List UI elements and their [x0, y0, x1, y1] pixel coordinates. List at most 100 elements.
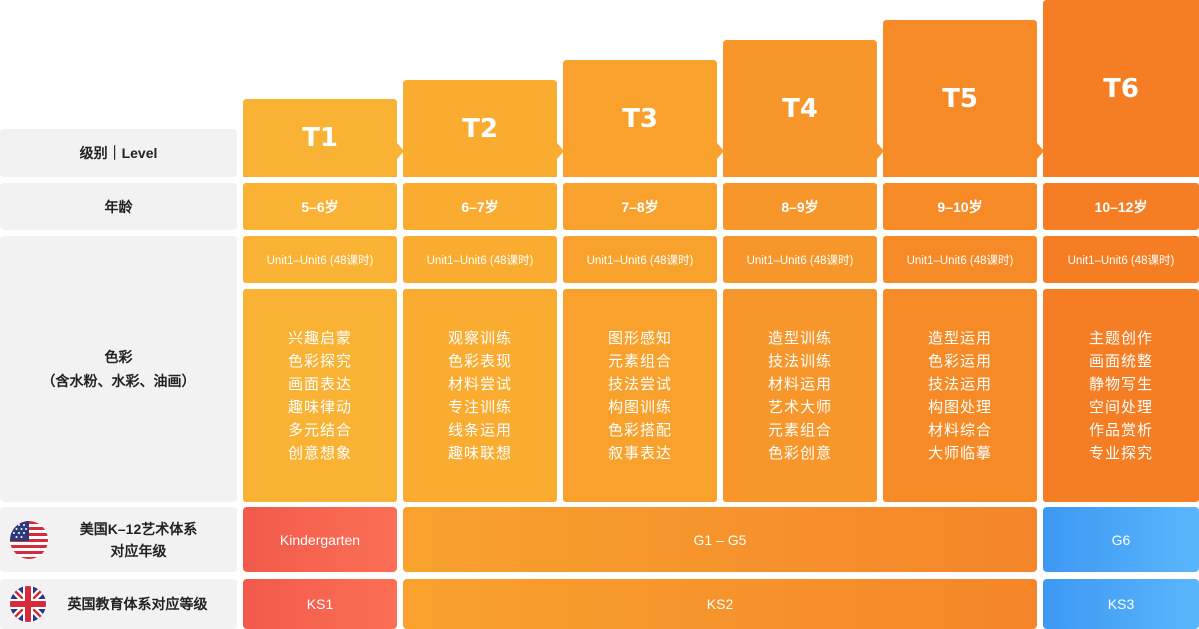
topic-item: 主题创作 [1088, 329, 1153, 347]
level-tab-t4: T4 [723, 40, 884, 177]
level-name: T6 [1103, 73, 1139, 104]
topic-item: 造型训练 [767, 329, 832, 347]
topic-item: 图形感知 [607, 329, 672, 347]
uk-stage-ks3-text: KS3 [1107, 596, 1135, 612]
topic-item: 技法尝试 [607, 375, 672, 393]
uk-stage-ks1: KS1 [243, 579, 397, 629]
row-label-level-text: 级别｜Level [79, 145, 158, 161]
topic-item: 叙事表达 [607, 444, 672, 462]
topic-item: 多元结合 [287, 421, 352, 439]
topic-item: 色彩表现 [447, 352, 512, 370]
topic-item: 专业探究 [1088, 444, 1153, 462]
age-text: 8–9岁 [781, 198, 819, 215]
topics-cell: 观察训练 色彩表现 材料尝试 专注训练 线条运用 趣味联想 [403, 289, 557, 502]
unit-cell: Unit1–Unit6 (48课时) [403, 236, 557, 283]
topic-item: 画面统整 [1088, 352, 1153, 370]
topic-item: 空间处理 [1088, 398, 1153, 416]
level-tab-t5: T5 [883, 20, 1044, 177]
us-grade-g6: G6 [1043, 507, 1199, 572]
topic-item: 专注训练 [447, 398, 512, 416]
row-label-color-subtitle: （含水粉、水彩、油画） [41, 373, 196, 389]
uk-stage-ks1-text: KS1 [306, 596, 334, 612]
age-text: 7–8岁 [621, 198, 659, 215]
row-label-us-text: 美国K–12艺术体系 对应年级 [60, 518, 237, 562]
level-name: T4 [782, 93, 818, 124]
row-label-level: 级别｜Level [0, 129, 237, 177]
topic-item: 趣味律动 [287, 398, 352, 416]
topic-item: 色彩探究 [287, 352, 352, 370]
uk-stage-ks3: KS3 [1043, 579, 1199, 629]
row-label-uk-text: 英国教育体系对应等级 [67, 596, 208, 612]
topic-item: 作品赏析 [1088, 421, 1153, 439]
level-tab-t3: T3 [563, 60, 724, 177]
row-label-color: 色彩 （含水粉、水彩、油画） [0, 236, 237, 502]
topic-item: 兴趣启蒙 [287, 329, 352, 347]
topic-item: 构图训练 [607, 398, 672, 416]
row-label-age-text: 年龄 [104, 198, 133, 215]
us-grade-g6-text: G6 [1111, 531, 1131, 548]
topics-cell: 兴趣启蒙色彩探究画面表达趣味律动多元结合创意想象 [243, 289, 397, 502]
topic-item: 大师临摹 [927, 444, 992, 462]
us-grade-g1-g5-text: G1 – G5 [693, 531, 747, 548]
topics-cell: 图形感知元素组合技法尝试构图训练色彩搭配叙事表达 [563, 289, 717, 502]
age-text: 6–7岁 [461, 198, 499, 215]
topic-item: 静物写生 [1088, 375, 1153, 393]
level-name: T5 [942, 83, 978, 114]
us-flag-icon [10, 520, 48, 559]
topics-cell: 造型运用色彩运用技法运用构图处理材料综合大师临摹 [883, 289, 1037, 502]
unit-text: Unit1–Unit6 (48课时) [906, 254, 1014, 267]
unit-cell: Unit1–Unit6 (48课时) [723, 236, 877, 283]
unit-text: Unit1–Unit6 (48课时) [1067, 254, 1175, 267]
topic-item: 观察训练 [447, 329, 512, 347]
unit-cell: Unit1–Unit6 (48课时) [883, 236, 1037, 283]
unit-text: Unit1–Unit6 (48课时) [746, 254, 854, 267]
unit-text: Unit1–Unit6 (48课时) [426, 254, 534, 267]
unit-cell: Unit1–Unit6 (48课时) [243, 236, 397, 283]
topic-item: 元素组合 [767, 421, 832, 439]
topic-item: 创意想象 [287, 444, 352, 462]
topic-item: 构图处理 [927, 398, 992, 416]
topics-cell: 主题创作画面统整静物写生空间处理作品赏析专业探究 [1043, 289, 1199, 502]
row-label-age: 年龄 [0, 183, 237, 230]
row-label-uk: 英国教育体系对应等级 [0, 579, 237, 629]
us-grade-kindergarten: Kindergarten [243, 507, 397, 572]
topic-item: 造型运用 [927, 329, 992, 347]
topic-item: 材料综合 [927, 421, 992, 439]
topic-item: 材料运用 [767, 375, 832, 393]
row-label-us-line1: 美国K–12艺术体系 [79, 520, 198, 537]
topic-item: 色彩搭配 [607, 421, 672, 439]
row-label-us-line2: 对应年级 [110, 542, 167, 559]
us-grade-g1-g5: G1 – G5 [403, 507, 1037, 572]
topic-item: 画面表达 [287, 375, 352, 393]
unit-text: Unit1–Unit6 (48课时) [586, 254, 694, 267]
level-name: T1 [302, 123, 338, 153]
age-cell: 5–6岁 [243, 183, 397, 230]
age-cell: 10–12岁 [1043, 183, 1199, 230]
age-text: 10–12岁 [1094, 198, 1148, 215]
level-tab-t6: T6 [1043, 0, 1199, 177]
age-cell: 8–9岁 [723, 183, 877, 230]
topic-item: 材料尝试 [447, 375, 512, 393]
unit-text: Unit1–Unit6 (48课时) [266, 254, 374, 267]
level-tab-t1: T1 [243, 99, 404, 177]
row-label-color-title: 色彩 [104, 349, 133, 365]
topic-item: 技法运用 [927, 375, 992, 393]
age-text: 9–10岁 [937, 198, 983, 215]
topic-item: 色彩运用 [927, 352, 992, 370]
age-text: 5–6岁 [301, 198, 339, 215]
us-grade-kindergarten-text: Kindergarten [279, 531, 361, 548]
unit-cell: Unit1–Unit6 (48课时) [1043, 236, 1199, 283]
topic-item: 元素组合 [607, 352, 672, 370]
uk-stage-ks2-text: KS2 [706, 596, 734, 612]
level-name: T3 [622, 103, 658, 134]
topic-item: 艺术大师 [767, 398, 832, 416]
age-cell: 9–10岁 [883, 183, 1037, 230]
age-cell: 6–7岁 [403, 183, 557, 230]
age-cell: 7–8岁 [563, 183, 717, 230]
level-name: T2 [462, 113, 498, 144]
topic-item: 色彩创意 [767, 444, 832, 462]
topics-cell: 造型训练 技法训练 材料运用 艺术大师 元素组合 色彩创意 [723, 289, 877, 502]
topic-item: 线条运用 [447, 421, 512, 439]
level-tab-t2: T2 [403, 80, 564, 177]
uk-flag-icon [10, 586, 46, 622]
